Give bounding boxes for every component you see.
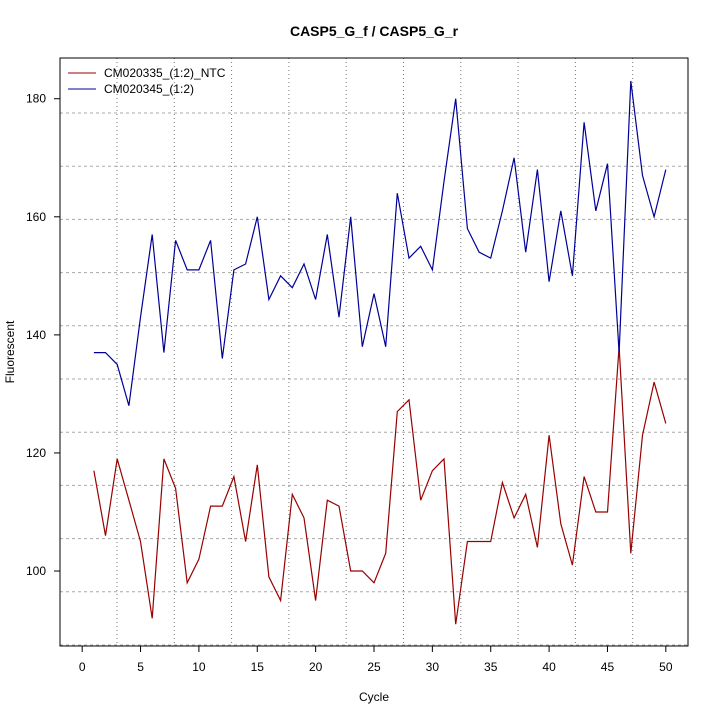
legend-label-ntc: CM020335_(1:2)_NTC <box>104 66 226 80</box>
x-axis-label: Cycle <box>359 690 389 704</box>
y-axis: 100 120 140 160 180 <box>26 92 60 578</box>
x-tick-label: 5 <box>137 660 144 674</box>
x-tick-label: 25 <box>367 660 381 674</box>
y-tick-label: 100 <box>26 564 46 578</box>
x-tick-label: 50 <box>659 660 673 674</box>
x-tick-label: 30 <box>426 660 440 674</box>
x-tick-label: 40 <box>542 660 556 674</box>
series-line-0 <box>93 346 667 625</box>
y-tick-label: 140 <box>26 328 46 342</box>
x-tick-label: 20 <box>309 660 323 674</box>
grid <box>60 58 688 646</box>
x-tick-label: 0 <box>79 660 86 674</box>
plot-frame <box>59 57 689 647</box>
x-tick-label: 15 <box>251 660 265 674</box>
x-tick-label: 35 <box>484 660 498 674</box>
y-axis-label: Fluorescent <box>3 320 17 383</box>
legend: CM020335_(1:2)_NTC CM020345_(1:2) <box>68 66 226 96</box>
legend-label-sample: CM020345_(1:2) <box>104 82 194 96</box>
y-tick-label: 120 <box>26 446 46 460</box>
y-tick-label: 180 <box>26 92 46 106</box>
x-tick-label: 10 <box>192 660 206 674</box>
series-line-1 <box>93 80 667 406</box>
chart-title: CASP5_G_f / CASP5_G_r <box>290 23 459 39</box>
x-tick-label: 45 <box>601 660 615 674</box>
y-tick-label: 160 <box>26 210 46 224</box>
series-lines <box>93 80 667 625</box>
x-axis: 0 5 10 15 20 25 30 35 40 45 50 <box>79 645 673 674</box>
